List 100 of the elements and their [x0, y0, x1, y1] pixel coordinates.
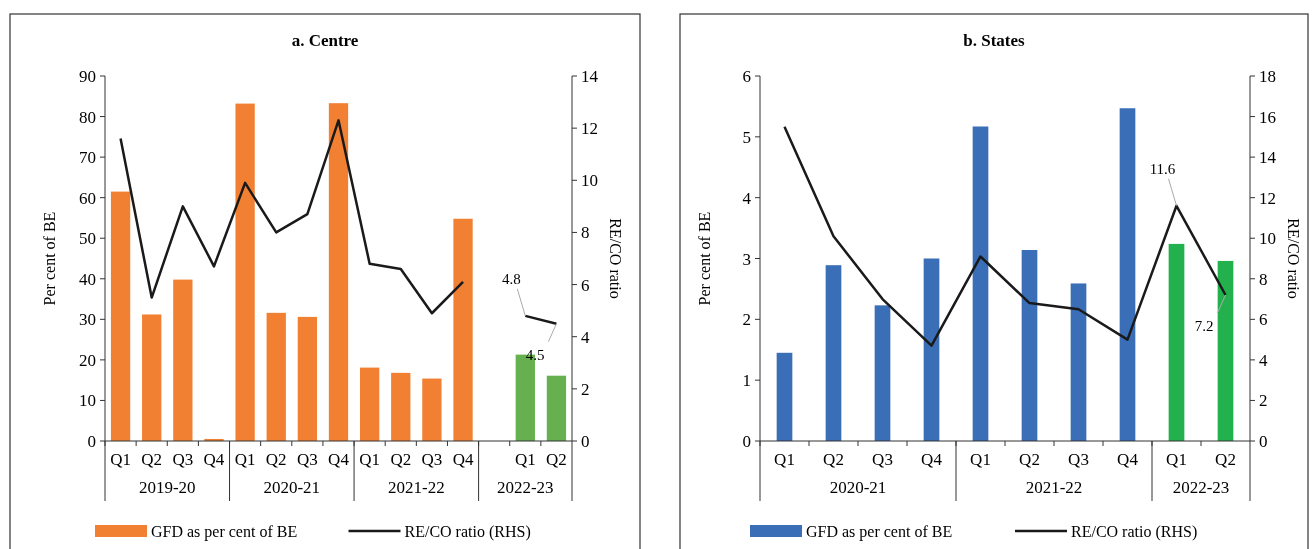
x-tick-label: Q3	[872, 450, 893, 469]
y-tick-label: 6	[742, 67, 751, 86]
y2-tick-label: 4	[581, 327, 590, 347]
y2-axis-title: RE/CO ratio	[1285, 218, 1302, 299]
y-tick-label: 5	[742, 127, 751, 147]
y2-tick-label: 2	[1259, 391, 1268, 411]
bar	[173, 279, 193, 441]
legend-label: GFD as per cent of BE	[806, 523, 953, 541]
y-tick-label: 0	[87, 432, 96, 451]
y2-tick-label: 14	[581, 67, 599, 86]
y-tick-label: 60	[79, 188, 96, 208]
bar	[453, 218, 473, 441]
y-tick-label: 3	[742, 249, 751, 269]
x-tick-label: Q4	[921, 450, 943, 469]
bar	[297, 316, 318, 441]
x-tick-label: Q2	[1215, 450, 1236, 469]
x-tick-label: Q1	[234, 450, 256, 469]
data-label: 4.5	[525, 346, 545, 363]
bar	[422, 378, 442, 441]
bar	[1021, 249, 1038, 441]
bar	[1168, 243, 1185, 441]
y-tick-label: 90	[79, 67, 96, 86]
y2-tick-label: 10	[1259, 229, 1276, 249]
bar	[825, 265, 842, 441]
y-axis-title: Per cent of BE	[696, 211, 713, 306]
text: 2021-22	[388, 478, 445, 497]
chart-title: b. States	[963, 31, 1026, 50]
y-tick-label: 50	[79, 229, 96, 249]
bar	[923, 258, 940, 441]
x-tick-label: Q2	[546, 450, 567, 469]
x-tick-label: Q2	[823, 450, 844, 469]
y2-tick-label: 16	[1259, 107, 1276, 127]
x-tick-label: Q3	[172, 450, 194, 469]
text: 2022-23	[1172, 478, 1230, 497]
bar	[391, 372, 411, 441]
x-tick-label: Q4	[203, 450, 225, 469]
y2-tick-label: 10	[581, 171, 598, 191]
y-tick-label: 1	[742, 371, 751, 391]
chart-title: a. Centre	[291, 31, 359, 50]
bar	[874, 305, 891, 441]
x-tick-label: Q2	[141, 450, 163, 469]
line-series	[783, 125, 1227, 347]
data-label: 11.6	[1149, 160, 1176, 177]
bar	[972, 126, 989, 441]
text: 2021-22	[1025, 478, 1083, 497]
bar	[328, 103, 349, 441]
legend-label: GFD as per cent of BE	[151, 523, 298, 541]
x-tick-label: Q1	[359, 450, 381, 469]
y2-tick-label: 18	[1259, 67, 1276, 86]
y2-tick-label: 4	[1259, 350, 1268, 370]
bar	[776, 352, 793, 441]
x-tick-label: Q2	[390, 450, 412, 469]
y-axis-title: Per cent of BE	[41, 211, 58, 306]
y-tick-label: 4	[742, 188, 752, 208]
x-tick-label: Q3	[421, 450, 443, 469]
text: 2020-21	[829, 478, 887, 497]
x-tick-label: Q4	[452, 450, 474, 469]
text: 2022-23	[496, 478, 554, 497]
x-tick-label: Q4	[328, 450, 350, 469]
text: 2019-20	[138, 478, 196, 497]
y-tick-label: 80	[79, 107, 96, 127]
y2-tick-label: 12	[581, 119, 598, 139]
x-tick-label: Q1	[110, 450, 131, 469]
x-tick-label: Q2	[265, 450, 287, 469]
x-tick-label: Q1	[774, 450, 795, 469]
bar	[110, 191, 131, 441]
bar	[1070, 283, 1087, 441]
bar	[359, 367, 380, 441]
x-tick-label: Q2	[1019, 450, 1040, 469]
y-tick-label: 20	[79, 350, 96, 370]
bar	[1217, 260, 1234, 441]
legend-label: RE/CO ratio (RHS)	[1071, 523, 1198, 541]
y-tick-label: 30	[79, 310, 96, 330]
legend-label: RE/CO ratio (RHS)	[404, 523, 531, 541]
text: 2020-21	[263, 478, 321, 497]
x-tick-label: Q1	[514, 450, 536, 469]
bar	[1119, 108, 1136, 441]
bar	[266, 312, 286, 441]
bar	[546, 375, 567, 441]
y-tick-label: 2	[742, 310, 751, 330]
y2-tick-label: 2	[581, 379, 590, 399]
y2-tick-label: 8	[581, 223, 590, 243]
data-label: 4.8	[501, 270, 521, 287]
y2-tick-label: 14	[1259, 148, 1277, 168]
y-tick-label: 10	[79, 391, 96, 411]
y2-tick-label: 12	[1259, 188, 1276, 208]
x-tick-label: Q3	[296, 450, 318, 469]
y2-tick-label: 6	[1259, 310, 1268, 330]
y2-tick-label: 0	[1259, 432, 1268, 451]
y2-tick-label: 8	[1259, 269, 1268, 289]
x-tick-label: Q4	[1117, 450, 1139, 469]
bar	[142, 314, 162, 441]
y2-axis-title: RE/CO ratio	[607, 218, 624, 299]
y-tick-label: 40	[79, 269, 96, 289]
y2-tick-label: 0	[581, 432, 590, 451]
x-tick-label: Q1	[1166, 450, 1187, 469]
x-tick-label: Q1	[970, 450, 991, 469]
y2-tick-label: 6	[581, 275, 590, 295]
y-tick-label: 0	[742, 432, 751, 451]
y-tick-label: 70	[79, 148, 96, 168]
